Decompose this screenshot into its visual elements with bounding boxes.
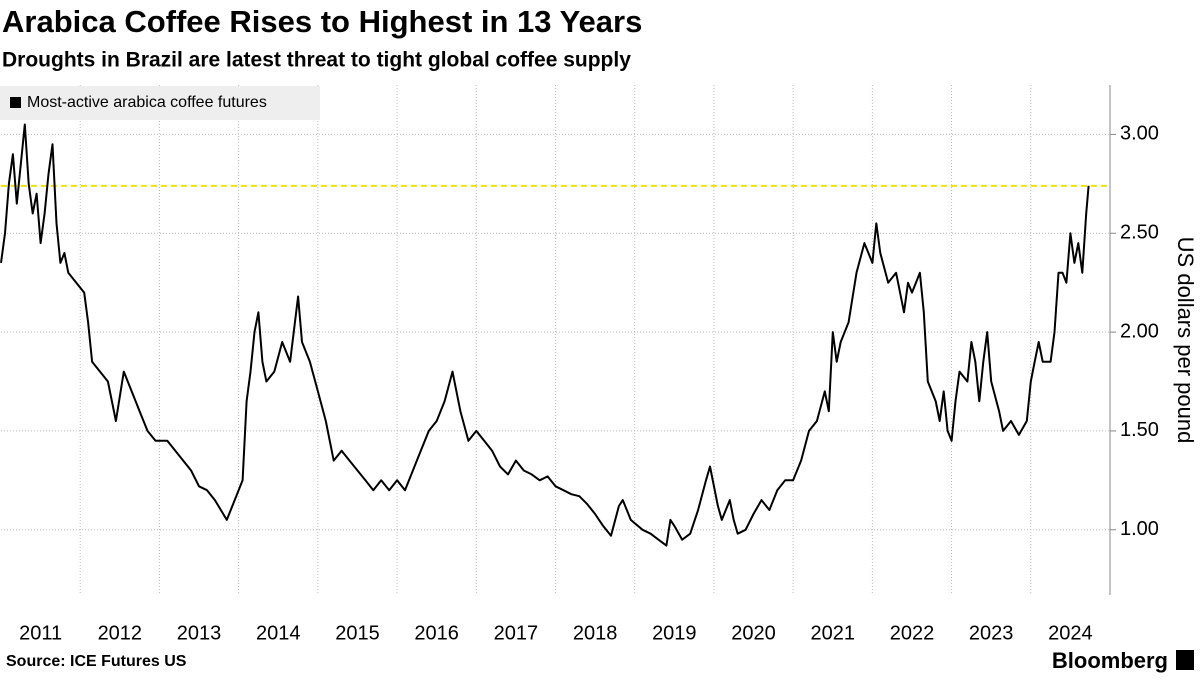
x-tick-label: 2011: [19, 622, 62, 644]
x-tick-label: 2017: [494, 622, 539, 644]
legend-box: [0, 86, 320, 120]
x-tick-label: 2015: [335, 622, 380, 644]
legend-swatch: [10, 97, 21, 108]
x-tick-label: 2022: [890, 622, 935, 644]
y-tick-label: 3.00: [1120, 123, 1159, 145]
y-tick-label: 2.50: [1120, 222, 1159, 244]
chart-subtitle: Droughts in Brazil are latest threat to …: [2, 49, 631, 72]
chart-title: Arabica Coffee Rises to Highest in 13 Ye…: [2, 4, 642, 39]
y-tick-label: 1.50: [1120, 419, 1159, 441]
y-tick-label: 2.00: [1120, 320, 1159, 342]
x-tick-label: 2016: [414, 622, 459, 644]
x-tick-label: 2012: [98, 622, 143, 644]
y-tick-label: 1.00: [1120, 518, 1159, 540]
x-tick-label: 2024: [1048, 622, 1093, 644]
x-tick-label: 2020: [731, 622, 776, 644]
brand: Bloomberg: [1052, 648, 1168, 673]
y-axis-label: US dollars per pound: [1173, 237, 1198, 444]
x-tick-label: 2023: [969, 622, 1014, 644]
x-tick-label: 2014: [256, 622, 301, 644]
x-tick-label: 2018: [573, 622, 618, 644]
line-series: [0, 123, 1090, 547]
legend: Most-active arabica coffee futures: [0, 86, 320, 120]
x-tick-label: 2013: [177, 622, 222, 644]
x-tick-label: 2019: [652, 622, 697, 644]
source: Source: ICE Futures US: [6, 653, 187, 670]
legend-label: Most-active arabica coffee futures: [27, 94, 267, 111]
x-tick-label: 2021: [811, 622, 856, 644]
brand-icon: [1176, 650, 1194, 670]
